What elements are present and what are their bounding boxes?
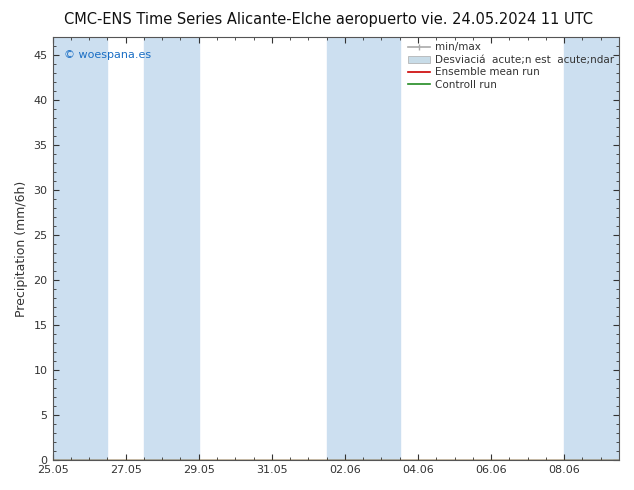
Bar <box>564 37 619 460</box>
Bar <box>144 37 198 460</box>
Legend: min/max, Desviaciá  acute;n est  acute;ndar, Ensemble mean run, Controll run: min/max, Desviaciá acute;n est acute;nda… <box>404 39 617 93</box>
Bar <box>327 37 399 460</box>
Text: © woespana.es: © woespana.es <box>64 50 151 60</box>
Y-axis label: Precipitation (mm/6h): Precipitation (mm/6h) <box>15 180 28 317</box>
Bar <box>53 37 107 460</box>
Text: vie. 24.05.2024 11 UTC: vie. 24.05.2024 11 UTC <box>421 12 593 27</box>
Text: CMC-ENS Time Series Alicante-Elche aeropuerto: CMC-ENS Time Series Alicante-Elche aerop… <box>65 12 417 27</box>
